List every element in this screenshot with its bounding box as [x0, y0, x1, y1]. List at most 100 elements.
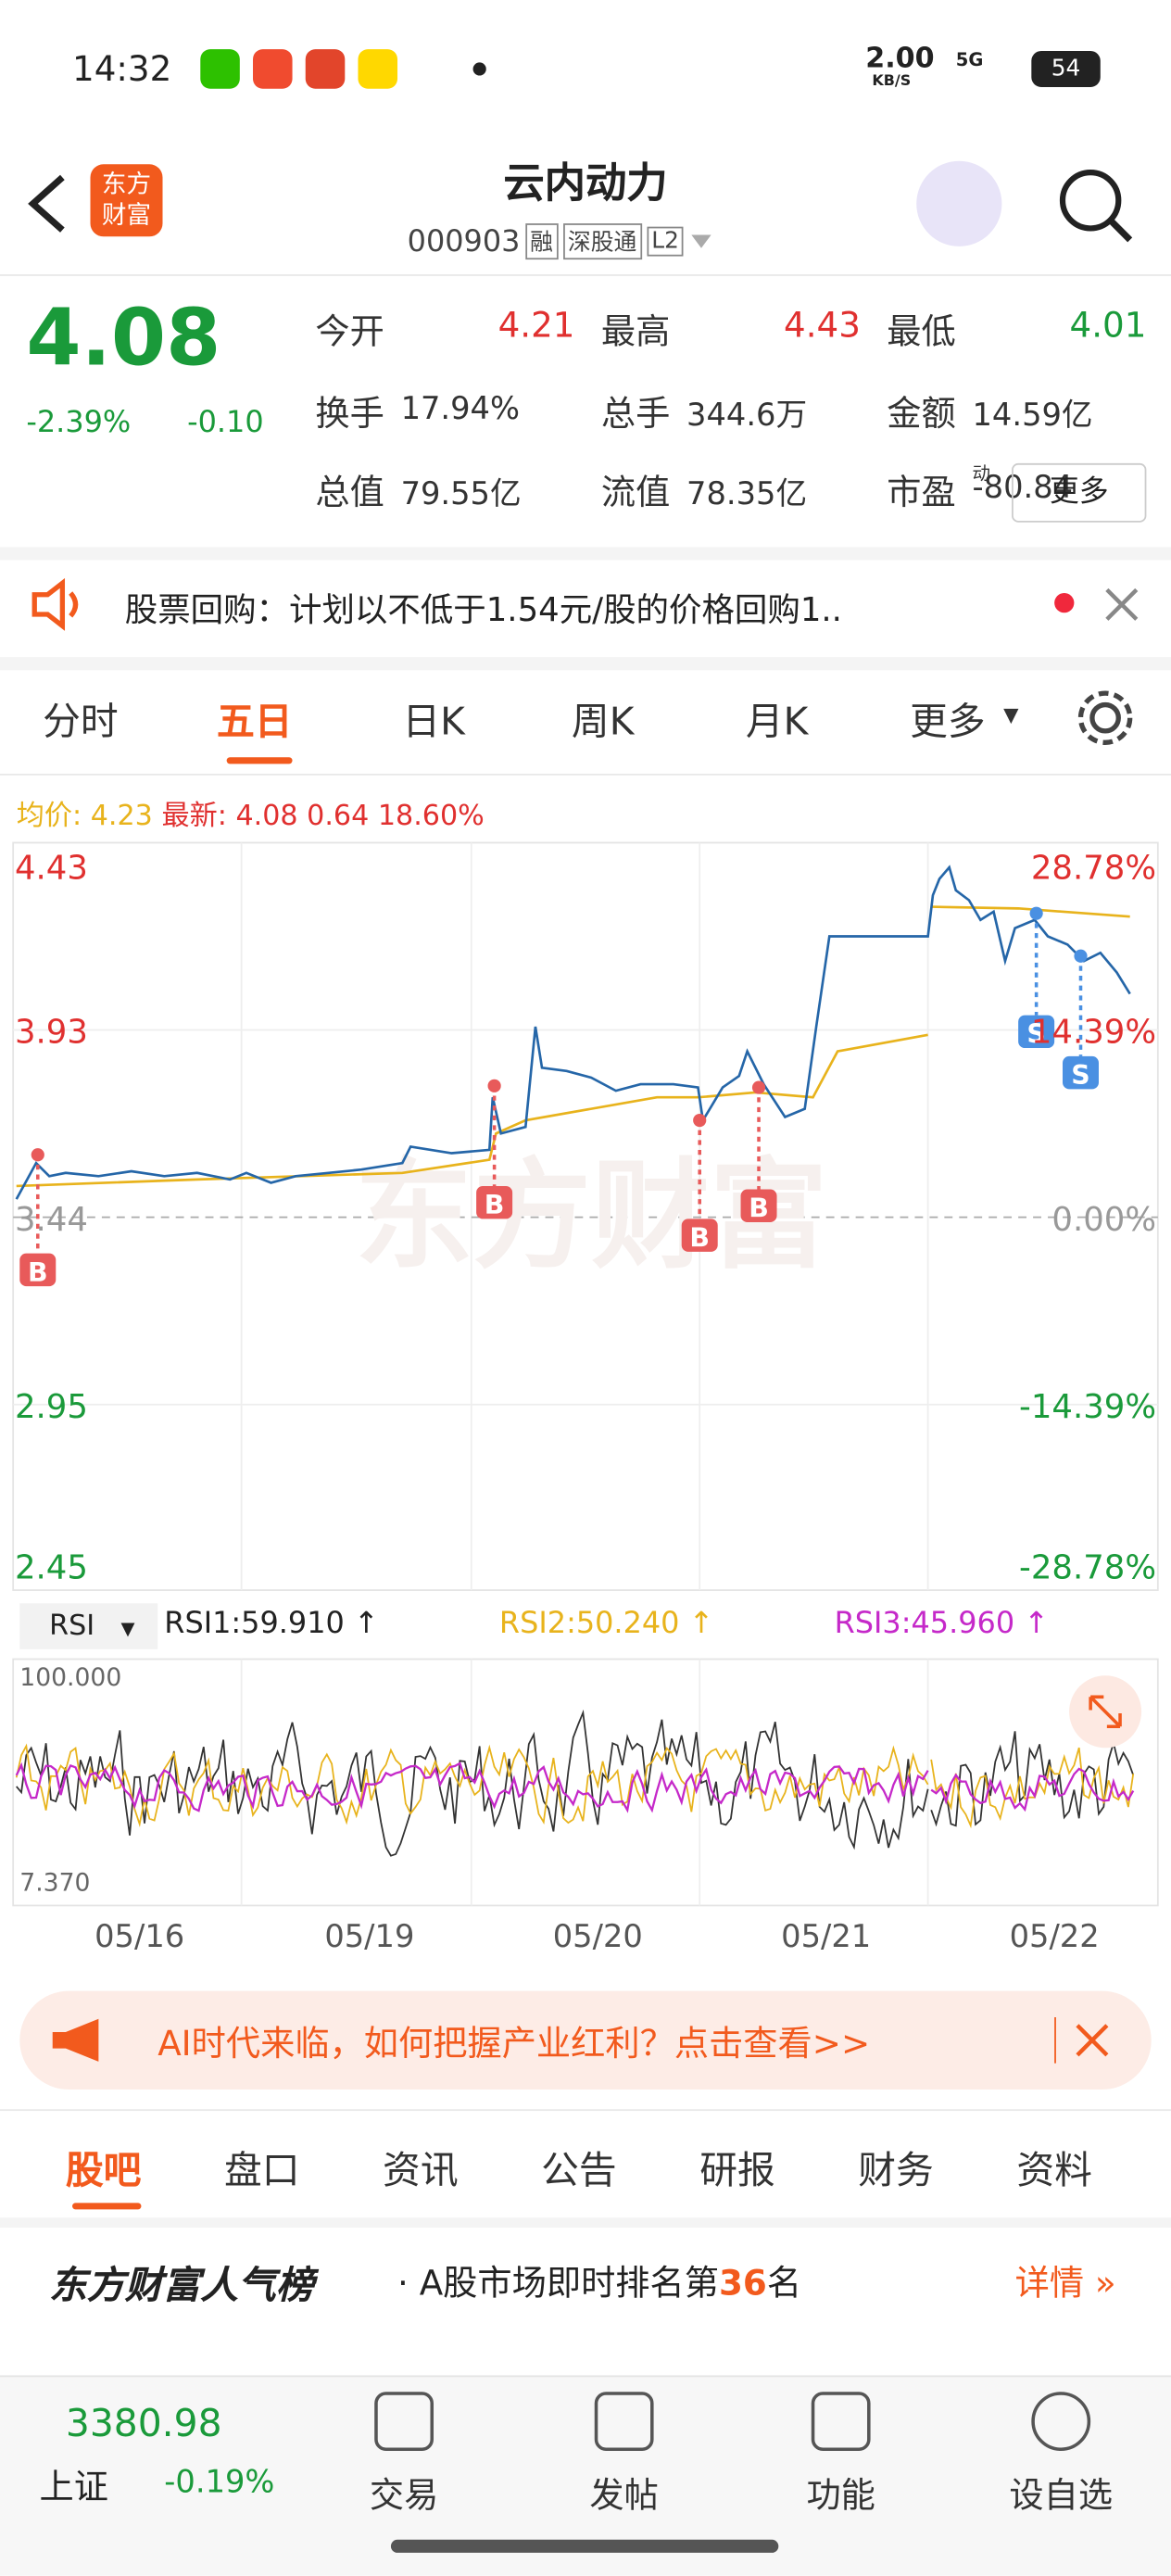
ad-banner[interactable] [19, 1990, 1152, 2090]
dropdown[interactable] [689, 234, 715, 250]
divider [0, 657, 1171, 671]
index-name: 上证 [39, 2467, 109, 2507]
marker-dot [693, 1113, 707, 1128]
field-label: 金额 [887, 394, 956, 435]
nav-icon[interactable] [594, 2392, 654, 2452]
sub-tab[interactable]: 财务 [858, 2150, 934, 2193]
stock-name: 云内动力 [503, 158, 668, 208]
megaphone-icon [52, 2018, 99, 2062]
sub-tab[interactable]: 股吧 [65, 2150, 142, 2193]
tab-dropdown: ▼ [1003, 702, 1019, 726]
marker-dot [1074, 949, 1088, 963]
rsi3: RSI3:45.960 ↑ [834, 1606, 1050, 1642]
marker-dot [487, 1079, 501, 1092]
nav-label[interactable]: 功能 [806, 2475, 875, 2516]
rsi-line [930, 1747, 1135, 1829]
close-button[interactable] [1103, 587, 1140, 623]
rank: 36 [719, 2263, 767, 2304]
rsi-line [930, 1731, 1135, 1827]
nav-label[interactable]: 设自选 [1009, 2475, 1114, 2516]
stock-code-row: 000903 融 深股通 L2 [408, 223, 715, 260]
sub-tab[interactable]: 公告 [541, 2150, 617, 2193]
index-change: -0.19% [164, 2464, 275, 2501]
battery: 54 [1031, 50, 1101, 87]
details-text: 详情 [1014, 2263, 1085, 2304]
tag: L2 [646, 226, 685, 257]
x-axis-label: 05/20 [552, 1918, 643, 1955]
nav-label[interactable]: 发帖 [589, 2475, 659, 2516]
field-value: 4.43 [784, 305, 861, 346]
rsi-min: 7.370 [19, 1867, 91, 1898]
tab[interactable]: 月K [745, 701, 809, 745]
y2-axis-label: -14.39% [1019, 1386, 1157, 1426]
tab[interactable]: 日K [402, 701, 465, 745]
rank-suffix: 名 [766, 2263, 802, 2304]
field-value: 14.59亿 [972, 398, 1093, 435]
field-label: 换手 [315, 394, 384, 435]
tab-underline [226, 757, 293, 764]
price-line [15, 865, 1131, 1200]
sub-tab[interactable]: 资料 [1016, 2150, 1092, 2193]
divider [0, 773, 1171, 776]
y-axis-label: 3.93 [14, 1012, 88, 1052]
rsi1-text: RSI1:59.910 [164, 1606, 345, 1642]
rsi-lines [15, 1709, 1135, 1857]
notice-text[interactable]: 股票回购：计划以不低于1.54元/股的价格回购1.. [124, 589, 842, 629]
marker-badge [476, 1185, 513, 1219]
details-link[interactable]: 详情 » [1014, 2263, 1116, 2304]
volume: 0.64 [307, 800, 370, 833]
nav-icon[interactable] [811, 2392, 871, 2452]
nav-icon[interactable] [374, 2392, 434, 2452]
tab[interactable]: 更多 [910, 701, 986, 745]
more-button[interactable]: 更多 [1012, 462, 1147, 523]
x-axis-label: 05/19 [324, 1918, 415, 1955]
back-button[interactable] [23, 170, 72, 236]
ad-text[interactable]: AI时代来临，如何把握产业红利？点击查看>> [157, 2024, 871, 2064]
rsi2: RSI2:50.240 ↑ [498, 1606, 714, 1642]
field-label-sup: 动 [972, 462, 990, 485]
field-label: 最高 [600, 311, 671, 352]
tag: 融 [524, 223, 559, 260]
tab[interactable]: 分时 [43, 701, 119, 745]
dot [472, 62, 486, 76]
robot-avatar[interactable] [916, 160, 1002, 246]
field-label: 今开 [315, 311, 384, 352]
sub-tab[interactable]: 盘口 [223, 2150, 300, 2193]
tab[interactable]: 五日 [217, 701, 293, 745]
field-label: 流值 [600, 473, 671, 513]
sub-tab-underline [72, 2203, 142, 2210]
popularity-text: · A股市场即时排名第36名 [397, 2263, 802, 2304]
field-value: 17.94% [400, 390, 521, 427]
indicator-selector[interactable]: RSI ▼ [19, 1603, 158, 1649]
tab[interactable]: 周K [571, 701, 635, 745]
change-pct: -2.39% [26, 405, 132, 441]
avg-value: 4.23 [90, 800, 153, 833]
ad-close[interactable] [1074, 2022, 1110, 2058]
settings-button[interactable] [1074, 687, 1136, 749]
unread-dot [1054, 592, 1075, 613]
marker-label: S [1071, 1060, 1089, 1091]
net-speed-unit: KB/S [872, 73, 912, 91]
marker-dot [751, 1080, 766, 1094]
marker-badge [740, 1189, 777, 1222]
rank-text: A股市场即时排名第 [419, 2263, 720, 2304]
net-speed: 2.00 [865, 43, 935, 76]
y2-axis-label: 14.39% [1030, 1012, 1157, 1052]
nav-label[interactable]: 交易 [369, 2475, 439, 2516]
field-value: 4.21 [497, 305, 575, 346]
speaker-icon [31, 578, 79, 631]
sub-tab[interactable]: 研报 [699, 2150, 775, 2193]
rsi-frame [12, 1658, 1159, 1907]
marker-dot [1029, 906, 1043, 920]
nav-icon[interactable] [1031, 2392, 1091, 2452]
popularity-brand: 东方财富人气榜 [49, 2265, 314, 2308]
sub-tab[interactable]: 资讯 [383, 2150, 459, 2193]
avg-label: 均价: [16, 800, 82, 833]
y2-axis-label: 28.78% [1030, 847, 1157, 888]
divider [0, 2109, 1171, 2112]
search-button[interactable] [1054, 164, 1137, 246]
index-value[interactable]: 3380.98 [65, 2403, 222, 2446]
indicator-name: RSI [49, 1610, 95, 1643]
